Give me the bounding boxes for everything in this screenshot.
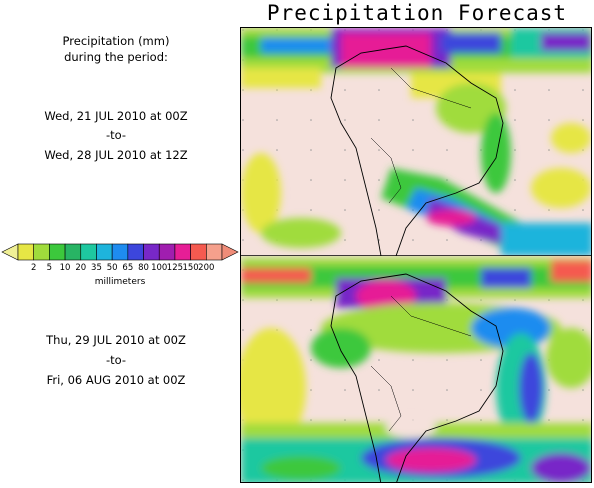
- description-line-2: during the period:: [64, 50, 168, 64]
- legend-color-box: [127, 243, 144, 261]
- legend-tick-label: 80: [138, 263, 149, 273]
- chart-title: Precipitation Forecast: [266, 1, 568, 25]
- legend-color-box: [49, 243, 66, 261]
- legend-colorbar: [1, 243, 239, 261]
- legend-color-box: [111, 243, 129, 261]
- legend-tick-label: 125: [166, 263, 184, 273]
- period2-separator: -to-: [105, 353, 127, 367]
- legend-tick-label: 65: [122, 263, 134, 273]
- legend-color-box: [143, 243, 160, 261]
- legend-color-box: [80, 243, 97, 261]
- legend-color-box: [158, 243, 176, 261]
- legend-color-box: [64, 243, 82, 261]
- legend-tick-label: 5: [46, 263, 53, 273]
- legend-tick-label: 100: [151, 263, 168, 273]
- period2-start: Thu, 29 JUL 2010 at 00Z: [46, 333, 186, 347]
- map-period-1: [241, 28, 591, 256]
- forecast-maps: [240, 27, 592, 483]
- period1-separator: -to-: [105, 128, 127, 142]
- forecast-maps-svg: [241, 28, 591, 482]
- legend-tick-label: 20: [75, 263, 87, 273]
- legend-tick-label: 35: [91, 263, 102, 273]
- legend-high-cap: [221, 243, 239, 261]
- legend-tick-label: 50: [106, 263, 118, 273]
- legend-ticks: 2 5 10 20 35 50 65 80 100 125 150 200: [0, 262, 240, 274]
- legend-color-box: [96, 243, 113, 261]
- period2-end: Fri, 06 AUG 2010 at 00Z: [46, 373, 186, 387]
- period1-end: Wed, 28 JUL 2010 at 12Z: [44, 148, 188, 162]
- legend-tick-label: 200: [198, 263, 215, 273]
- map-period-2: [241, 256, 591, 482]
- legend-units: millimeters: [94, 277, 146, 287]
- legend-color-box: [174, 243, 191, 261]
- legend-tick-label: 150: [182, 263, 199, 273]
- legend-low-cap: [1, 243, 19, 261]
- legend-tick-label: 10: [59, 263, 71, 273]
- legend-color-box: [17, 243, 34, 261]
- period1-start: Wed, 21 JUL 2010 at 00Z: [44, 109, 188, 123]
- color-legend: 2 5 10 20 35 50 65 80 100 125 150 200 millimeters: [0, 240, 240, 290]
- legend-tick-label: 2: [30, 263, 37, 273]
- legend-color-box: [33, 243, 50, 261]
- description-line-1: Precipitation (mm): [62, 34, 170, 48]
- legend-color-box: [206, 243, 223, 261]
- legend-color-box: [190, 243, 207, 261]
